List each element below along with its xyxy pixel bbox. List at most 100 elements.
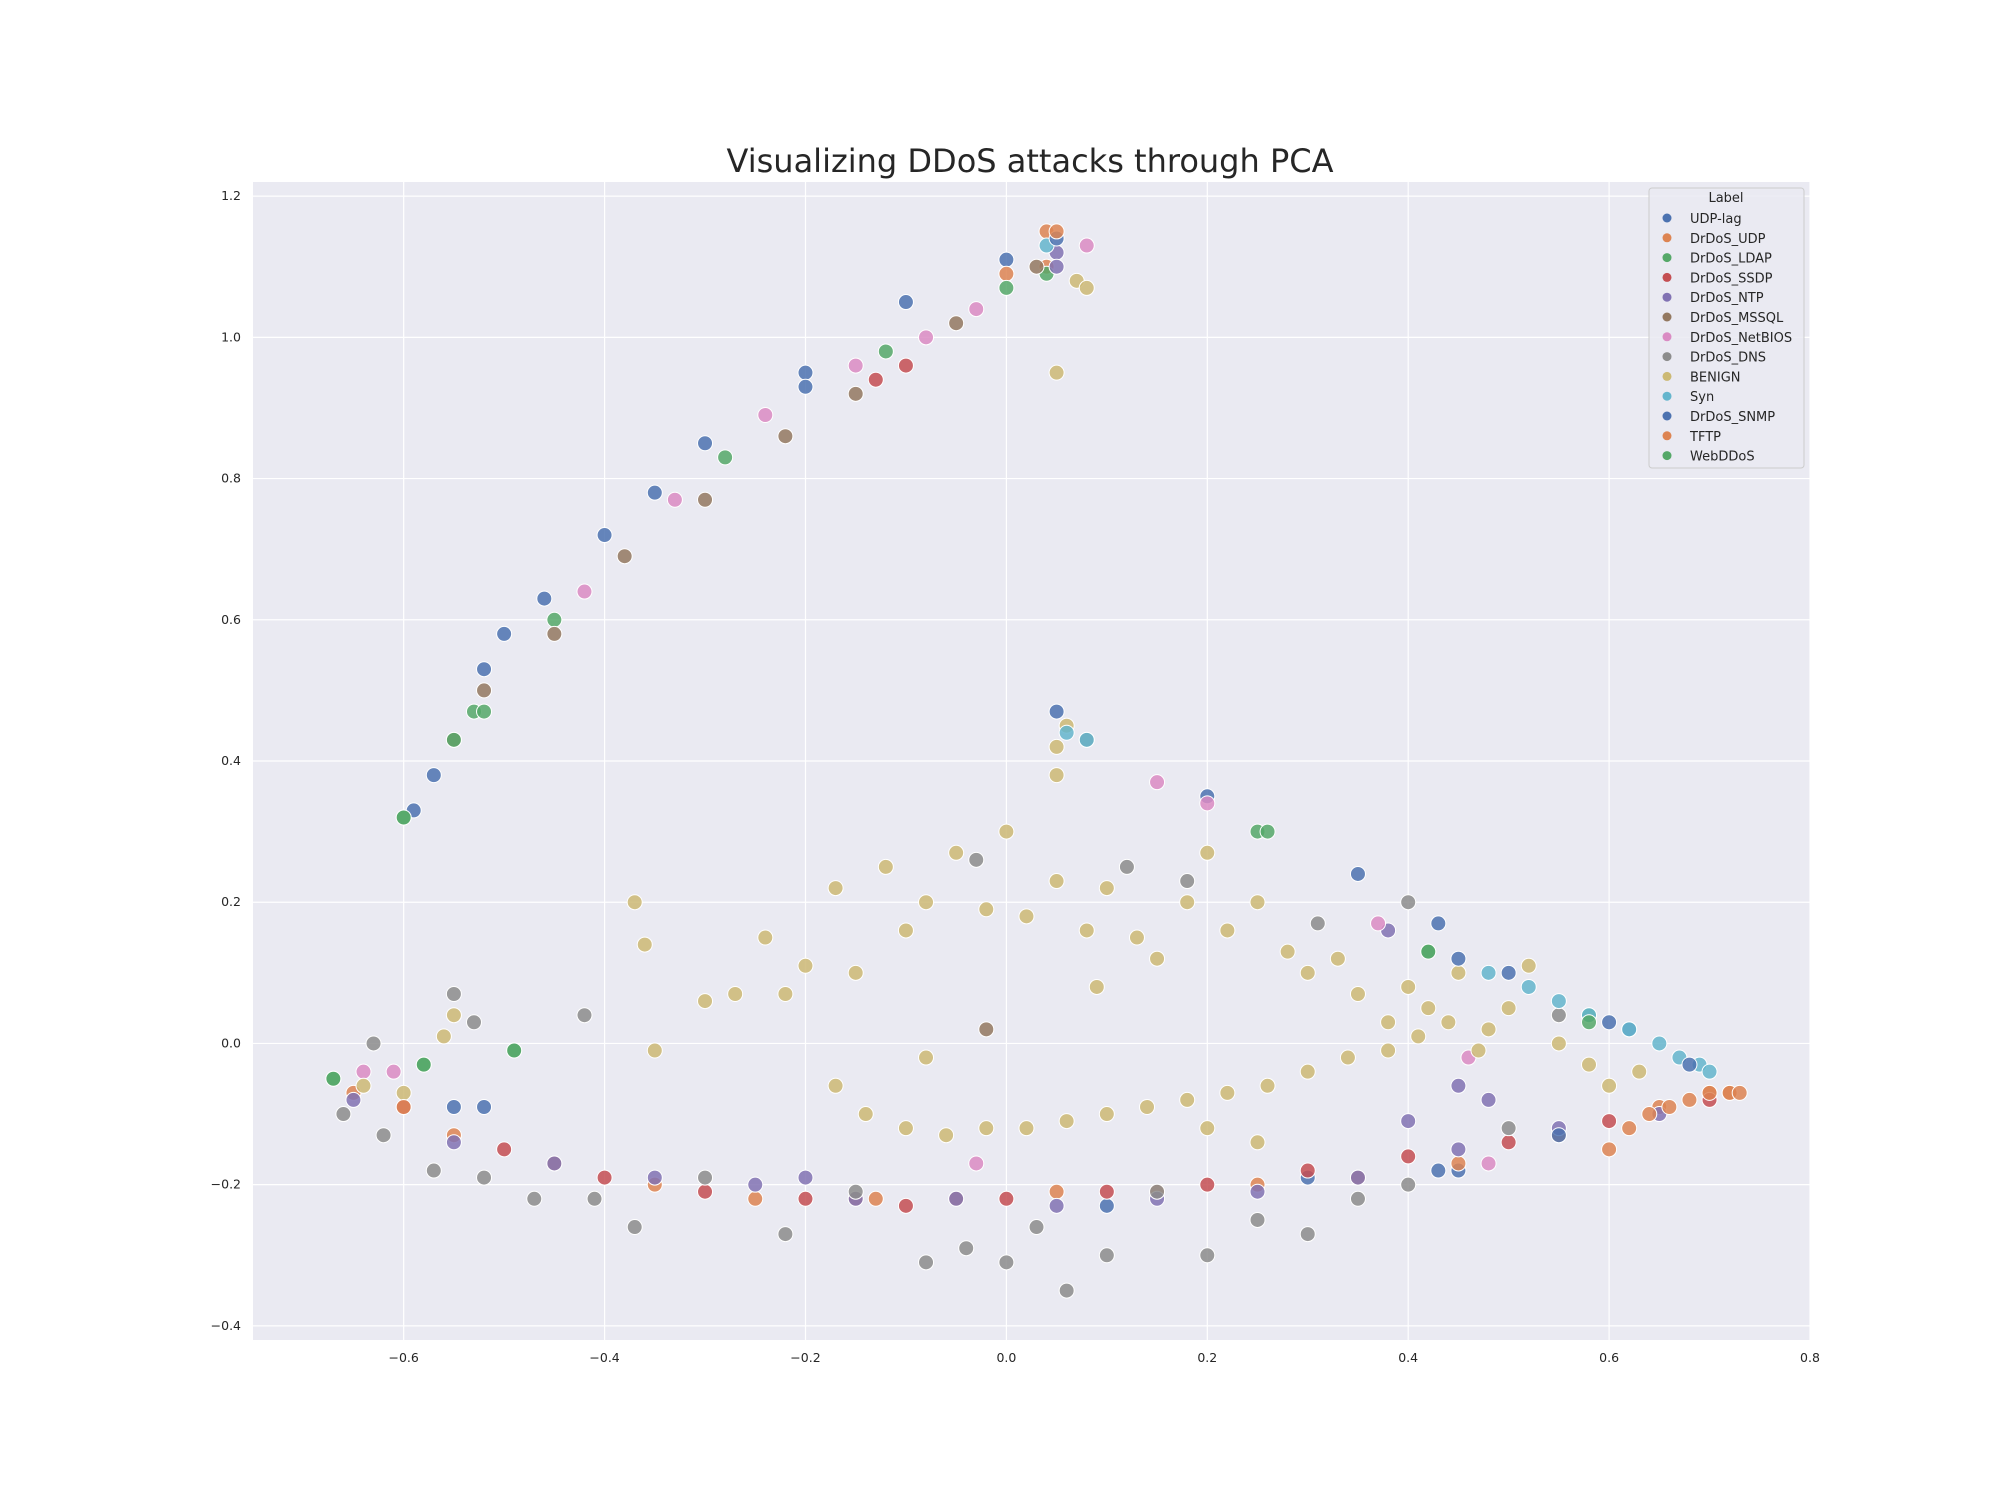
data-point bbox=[1249, 1134, 1266, 1151]
data-point bbox=[1480, 1021, 1497, 1038]
data-point bbox=[757, 407, 774, 424]
data-point bbox=[1430, 1162, 1447, 1179]
data-point bbox=[325, 1070, 342, 1087]
data-point bbox=[1098, 1247, 1115, 1264]
data-point bbox=[1149, 774, 1166, 791]
data-point bbox=[938, 1127, 955, 1144]
data-point bbox=[1349, 865, 1366, 882]
data-point bbox=[998, 1190, 1015, 1207]
legend-marker bbox=[1662, 391, 1672, 401]
x-tick-label: −0.6 bbox=[388, 1350, 418, 1365]
data-point bbox=[445, 986, 462, 1003]
data-point bbox=[1550, 1035, 1567, 1052]
data-point bbox=[1601, 1113, 1618, 1130]
data-point bbox=[345, 1091, 362, 1108]
data-point bbox=[1681, 1091, 1698, 1108]
legend-box bbox=[1648, 187, 1805, 469]
y-tick-label: 0.4 bbox=[221, 753, 241, 768]
legend-entry: TFTP bbox=[1662, 430, 1721, 445]
data-point bbox=[897, 922, 914, 939]
data-point bbox=[727, 986, 744, 1003]
data-point bbox=[1259, 1077, 1276, 1094]
data-point bbox=[1018, 908, 1035, 925]
data-point bbox=[747, 1176, 764, 1193]
data-point bbox=[586, 1190, 603, 1207]
data-point bbox=[1179, 873, 1196, 890]
legend-label: DrDoS_UDP bbox=[1690, 232, 1766, 247]
legend-title: Label bbox=[1708, 191, 1743, 206]
data-point bbox=[445, 1134, 462, 1151]
legend-marker bbox=[1662, 371, 1672, 381]
data-point bbox=[445, 1007, 462, 1024]
data-point bbox=[717, 449, 734, 466]
data-point bbox=[1601, 1014, 1618, 1031]
data-point bbox=[425, 767, 442, 784]
y-axis: −0.4 −0.2 0.0 0.2 0.4 0.6 0.8 1.0 1.2 bbox=[211, 188, 241, 1333]
data-point bbox=[847, 964, 864, 981]
data-point bbox=[1400, 978, 1417, 995]
data-point bbox=[1480, 964, 1497, 981]
data-point bbox=[1651, 1035, 1668, 1052]
data-point bbox=[897, 1120, 914, 1137]
legend-entry: DrDoS_NTP bbox=[1662, 291, 1764, 306]
data-point bbox=[1098, 1197, 1115, 1214]
legend-entry: WebDDoS bbox=[1662, 450, 1755, 465]
data-point bbox=[1400, 1148, 1417, 1165]
data-point bbox=[797, 364, 814, 381]
data-point bbox=[465, 1014, 482, 1031]
legend-label: DrDoS_MSSQL bbox=[1690, 311, 1784, 326]
data-point bbox=[1329, 950, 1346, 967]
data-point bbox=[918, 1254, 935, 1271]
legend-entry: DrDoS_LDAP bbox=[1662, 252, 1772, 267]
data-point bbox=[697, 1183, 714, 1200]
data-point bbox=[897, 294, 914, 311]
legend-marker bbox=[1662, 233, 1672, 243]
data-point bbox=[867, 371, 884, 388]
data-point bbox=[1078, 731, 1095, 748]
legend-label: DrDoS_NTP bbox=[1690, 291, 1764, 306]
legend-entry: UDP-lag bbox=[1662, 212, 1742, 227]
legend: Label UDP-lag DrDoS_UDP DrDoS_LDAP DrDoS_SS… bbox=[1648, 187, 1805, 469]
data-point bbox=[1098, 1183, 1115, 1200]
data-point bbox=[777, 1226, 794, 1243]
data-point bbox=[626, 894, 643, 911]
data-point bbox=[1430, 915, 1447, 932]
data-point bbox=[998, 265, 1015, 282]
data-point bbox=[978, 1120, 995, 1137]
y-tick-label: 0.6 bbox=[221, 612, 241, 627]
data-point bbox=[1199, 1120, 1216, 1137]
series-tftp bbox=[395, 223, 1748, 1137]
data-point bbox=[1058, 1113, 1075, 1130]
legend-label: DrDoS_SSDP bbox=[1690, 271, 1773, 286]
data-point bbox=[1219, 922, 1236, 939]
data-point bbox=[1249, 894, 1266, 911]
data-point bbox=[948, 1190, 965, 1207]
legend-entry: DrDoS_DNS bbox=[1662, 351, 1766, 366]
data-point bbox=[697, 435, 714, 452]
data-point bbox=[827, 880, 844, 897]
data-point bbox=[546, 625, 563, 642]
data-point bbox=[476, 661, 493, 678]
legend-entry: DrDoS_UDP bbox=[1662, 232, 1766, 247]
data-point bbox=[576, 1007, 593, 1024]
data-point bbox=[476, 1169, 493, 1186]
legend-entry: BENIGN bbox=[1662, 370, 1741, 385]
data-point bbox=[777, 428, 794, 445]
data-point bbox=[1058, 724, 1075, 741]
data-point bbox=[1681, 1056, 1698, 1073]
data-point bbox=[697, 993, 714, 1010]
data-point bbox=[395, 1098, 412, 1115]
data-point bbox=[1500, 1120, 1517, 1137]
legend-label: TFTP bbox=[1689, 430, 1721, 445]
data-point bbox=[1149, 1183, 1166, 1200]
data-point bbox=[1118, 858, 1135, 875]
data-point bbox=[968, 301, 985, 318]
data-point bbox=[998, 251, 1015, 268]
series-webddos bbox=[325, 703, 1598, 1087]
data-point bbox=[797, 1169, 814, 1186]
data-point bbox=[1550, 1127, 1567, 1144]
data-point bbox=[797, 1190, 814, 1207]
data-point bbox=[827, 1077, 844, 1094]
data-point bbox=[616, 548, 633, 565]
legend-marker bbox=[1662, 431, 1672, 441]
